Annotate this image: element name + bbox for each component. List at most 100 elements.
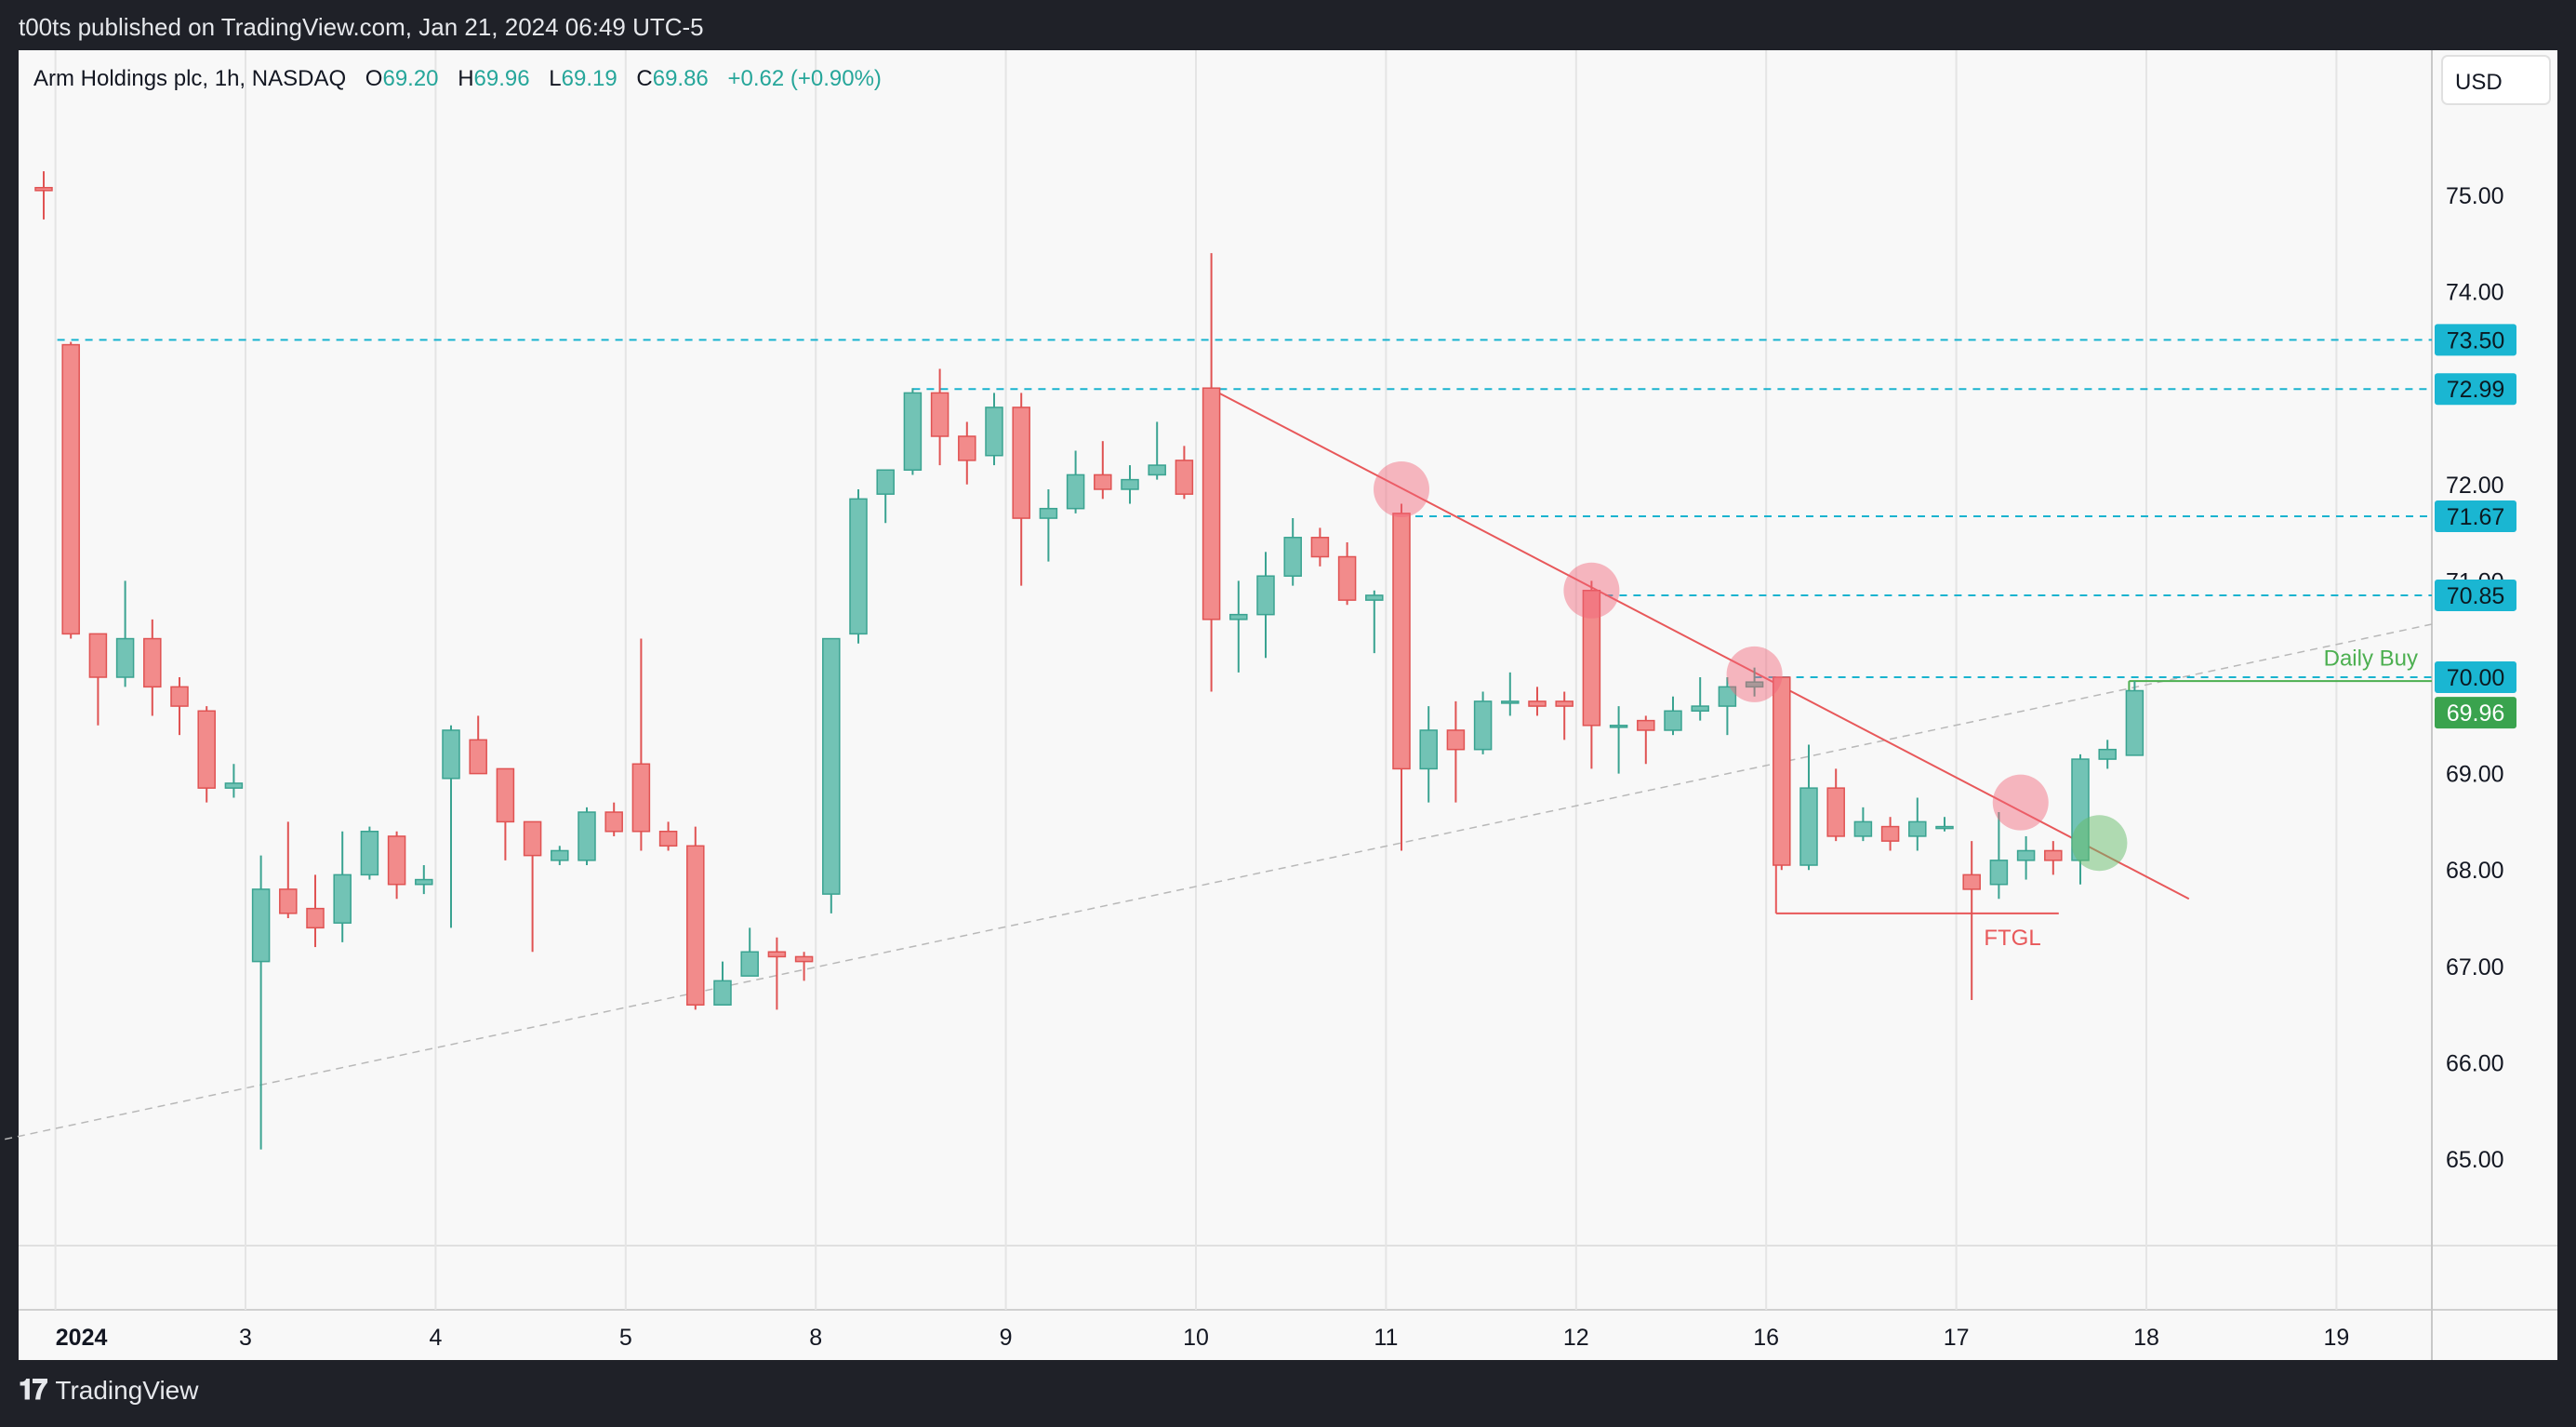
y-tick-label: 68.00 — [2446, 858, 2504, 884]
y-tick-label: 67.00 — [2446, 954, 2504, 980]
candle-body — [1283, 537, 1302, 577]
tradingview-logo[interactable]: 𝟏𝟕 TradingView — [19, 1375, 198, 1407]
breakout-marker — [2071, 815, 2128, 872]
rejection-marker — [1726, 646, 1783, 702]
candle-body — [551, 849, 569, 861]
legend-close-value: 69.86 — [653, 66, 709, 91]
y-tick-label: 69.00 — [2446, 762, 2504, 788]
x-tick-label: 3 — [239, 1325, 252, 1351]
candle-body — [1637, 719, 1655, 731]
candle-body — [1989, 860, 2009, 886]
candle-body — [578, 811, 596, 861]
candle-body — [1202, 387, 1221, 620]
candle-body — [61, 343, 80, 635]
candle-body — [1799, 787, 1818, 866]
ftgl-label: FTGL — [1984, 926, 2040, 951]
candle-body — [1310, 537, 1330, 558]
candle-body — [1664, 710, 1682, 731]
candle-body — [958, 435, 976, 461]
daily-buy-label: Daily Buy — [2324, 647, 2418, 672]
candle-body — [604, 811, 623, 833]
candle-body — [1121, 478, 1139, 490]
candle-body — [306, 907, 325, 929]
legend-high-value: 69.96 — [474, 66, 530, 91]
candle-body — [115, 637, 135, 678]
candle-body — [1446, 729, 1466, 751]
candle-body — [631, 763, 651, 833]
time-axis[interactable] — [19, 1310, 2557, 1360]
currency-button[interactable]: USD — [2441, 55, 2551, 105]
x-tick-label: 11 — [1374, 1325, 1398, 1351]
legend-open-value: 69.20 — [382, 66, 438, 91]
candle-body — [658, 831, 678, 847]
x-tick-label: 5 — [619, 1325, 632, 1351]
candle-body — [1473, 700, 1493, 751]
y-tick-label: 72.00 — [2446, 473, 2504, 499]
candle-body — [1501, 700, 1520, 704]
candle-body — [713, 980, 732, 1006]
tradingview-logo-icon: 𝟏𝟕 — [19, 1375, 47, 1406]
candle-body — [1555, 700, 1573, 707]
last-price-label: 69.96 — [2447, 700, 2505, 727]
y-tick-label: 74.00 — [2446, 280, 2504, 306]
candle-body — [88, 633, 108, 678]
candle-body — [1039, 507, 1058, 519]
candle-body — [1853, 820, 1873, 837]
legend-low-label: L — [549, 66, 561, 91]
level-tag — [2435, 373, 2516, 406]
level-tag-label: 70.85 — [2447, 583, 2505, 609]
candle-body — [1337, 555, 1357, 601]
level-price-tags: 73.50 72.99 71.67 70.85 70.00 69.96 — [2435, 324, 2516, 729]
legend-change: +0.62 (+0.90%) — [727, 66, 881, 91]
price-scale[interactable] — [2432, 50, 2557, 1246]
candle-body — [1718, 686, 1737, 707]
x-tick-label: 8 — [809, 1325, 822, 1351]
candle-body — [442, 729, 460, 780]
legend-high-label: H — [458, 66, 473, 91]
candlestick-series — [34, 171, 2144, 1150]
last-price-tag — [2435, 697, 2516, 729]
candle-body — [1528, 700, 1547, 707]
candle-body — [2125, 689, 2144, 756]
candle-body — [496, 767, 515, 823]
footer-bar: 𝟏𝟕 TradingView — [0, 1360, 2576, 1427]
level-tag-label: 70.00 — [2447, 665, 2505, 691]
rejection-marker — [1992, 774, 2049, 831]
candle-body — [523, 820, 542, 857]
candle-body — [1256, 575, 1275, 616]
candle-body — [903, 392, 923, 472]
level-tag-label: 72.99 — [2447, 377, 2505, 403]
candle-body — [2044, 849, 2063, 861]
candle-body — [985, 407, 1003, 457]
candle-body — [686, 845, 705, 1006]
level-tag-label: 73.50 — [2447, 327, 2505, 353]
candle-body — [794, 955, 814, 963]
candle-body — [387, 835, 406, 886]
candle-body — [415, 878, 433, 886]
candle-body — [360, 831, 379, 876]
grid-lines — [54, 50, 2338, 1310]
candle-body — [930, 392, 949, 437]
candle-body — [1392, 513, 1411, 770]
candle-body — [1229, 613, 1248, 620]
x-tick-label: 4 — [429, 1325, 442, 1351]
candle-body — [251, 888, 271, 963]
level-tag-label: 71.67 — [2447, 504, 2505, 530]
publisher-bar: t00ts published on TradingView.com, Jan … — [0, 0, 2576, 50]
candle-body — [822, 637, 841, 895]
plot-area[interactable] — [19, 50, 2432, 1246]
empty-pane — [19, 1246, 2557, 1310]
x-tick-label: 18 — [2133, 1325, 2159, 1351]
y-tick-label: 75.00 — [2446, 183, 2504, 209]
x-tick-label: 9 — [1000, 1325, 1013, 1351]
candle-body — [1826, 787, 1845, 837]
candle-body — [740, 951, 759, 977]
tradingview-brand: TradingView — [55, 1376, 199, 1405]
candle-body — [767, 951, 787, 958]
legend-row: Arm Holdings plc, 1h, NASDAQ O69.20 H69.… — [33, 66, 882, 91]
candle-body — [333, 874, 352, 924]
legend-symbol: Arm Holdings plc, 1h, NASDAQ — [33, 66, 346, 91]
candle-body — [2098, 748, 2117, 760]
candle-body — [1935, 825, 1954, 830]
